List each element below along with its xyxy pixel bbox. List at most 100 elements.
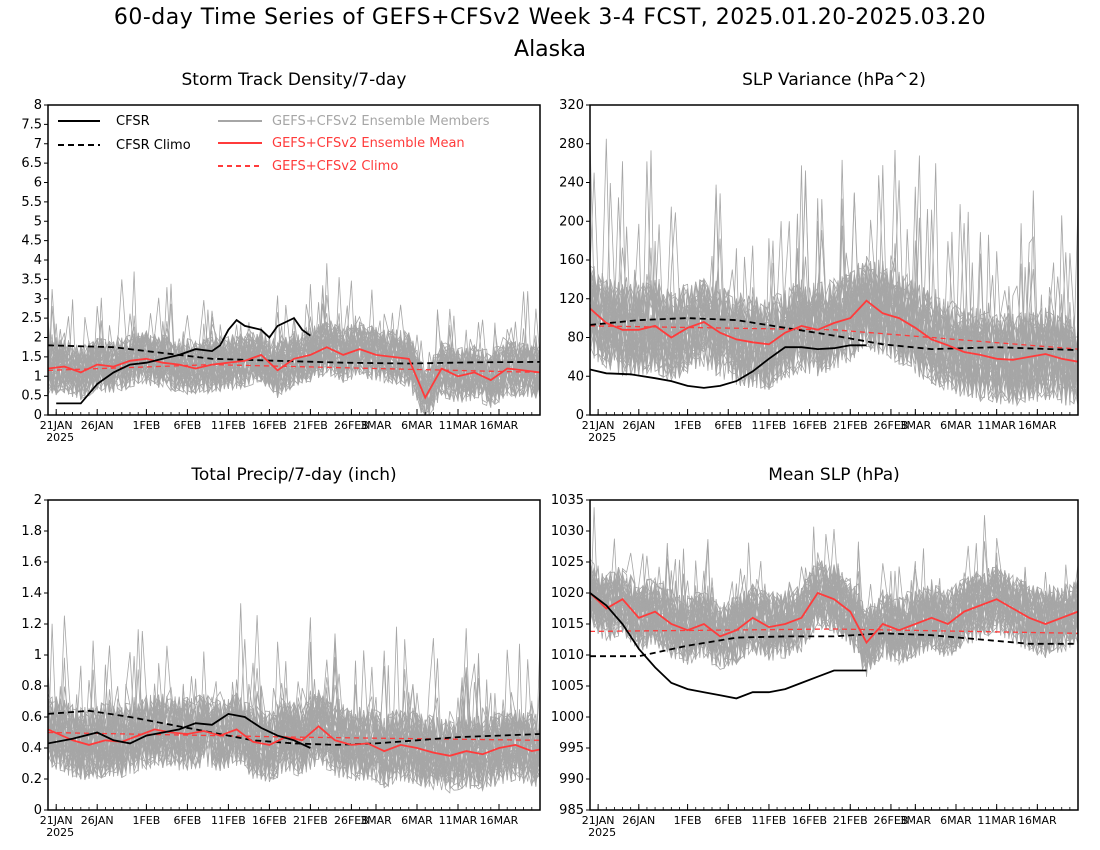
- cfsr-climo-line: [48, 709, 540, 746]
- y-tick-label: 80: [567, 331, 584, 346]
- plot-area: [590, 138, 1078, 407]
- y-tick-label: 2.5: [21, 311, 42, 326]
- member-line: [590, 206, 1078, 406]
- member-line: [48, 284, 540, 405]
- x-tick-label: 16MAR: [1018, 814, 1057, 827]
- x-tick-label: 6MAR: [940, 814, 972, 827]
- x-tick-label: 11MAR: [977, 814, 1016, 827]
- y-tick-label: 1.5: [21, 350, 42, 365]
- x-tick-label: 6MAR: [401, 814, 433, 827]
- plot-area: [48, 263, 540, 415]
- y-tick-label: 7: [34, 137, 42, 152]
- ensemble-mean-line: [590, 299, 1078, 363]
- y-tick-label: 1.4: [21, 586, 42, 601]
- ensemble-climo-line: [48, 731, 540, 741]
- y-tick-label: 6: [34, 176, 42, 191]
- page-title: 60-day Time Series of GEFS+CFSv2 Week 3-…: [113, 5, 987, 30]
- y-tick-label: 0.8: [21, 679, 42, 694]
- x-tick-label: 16FEB: [792, 814, 827, 827]
- y-tick-label: 1.2: [21, 617, 42, 632]
- x-tick-label: 11FEB: [752, 419, 787, 432]
- y-tick-label: 0: [34, 803, 42, 818]
- x-tick-year-label: 2025: [588, 826, 616, 839]
- x-tick-year-label: 2025: [588, 431, 616, 444]
- plot-area: [48, 603, 540, 794]
- cfsr-line: [48, 712, 311, 749]
- x-tick-label: 21FEB: [293, 419, 328, 432]
- member-line: [48, 630, 540, 791]
- y-tick-label: 0.5: [21, 389, 42, 404]
- x-tick-label: 16FEB: [252, 419, 287, 432]
- x-tick-label: 6FEB: [173, 814, 201, 827]
- chart-title: Storm Track Density/7-day: [182, 70, 407, 90]
- chart-title: Mean SLP (hPa): [768, 465, 900, 485]
- ensemble-members: [590, 507, 1078, 677]
- x-tick-label: 3MAR: [899, 814, 931, 827]
- x-tick-label: 21FEB: [833, 814, 868, 827]
- x-tick-year-label: 2025: [46, 826, 74, 839]
- ensemble-mean-line: [48, 346, 540, 400]
- x-tick-label: 21FEB: [293, 814, 328, 827]
- member-line: [48, 628, 540, 785]
- x-tick-label: 1FEB: [132, 419, 160, 432]
- x-tick-label: 26JAN: [81, 814, 114, 827]
- x-tick-label: 16FEB: [792, 419, 827, 432]
- x-tick-label: 11MAR: [439, 419, 478, 432]
- x-tick-label: 3MAR: [360, 814, 392, 827]
- y-tick-label: 3.5: [21, 272, 42, 287]
- x-tick-label: 16MAR: [1018, 419, 1057, 432]
- y-tick-label: 200: [559, 214, 584, 229]
- x-tick-label: 21JAN: [40, 419, 73, 432]
- x-tick-label: 26JAN: [622, 419, 655, 432]
- ensemble-mean-line: [48, 725, 540, 757]
- ensemble-members: [48, 603, 540, 794]
- x-tick-label: 1FEB: [674, 814, 702, 827]
- y-tick-label: 1015: [551, 617, 584, 632]
- member-line: [590, 163, 1078, 395]
- x-tick-label: 3MAR: [899, 419, 931, 432]
- y-tick-label: 995: [559, 741, 584, 756]
- legend-members-label: GEFS+CFSv2 Ensemble Members: [272, 114, 490, 129]
- x-tick-label: 16MAR: [480, 419, 519, 432]
- member-line: [590, 257, 1078, 405]
- member-line: [48, 291, 540, 415]
- y-tick-label: 1030: [551, 524, 584, 539]
- y-tick-label: 2: [34, 493, 42, 508]
- chart-panel-4: Mean SLP (hPa) 985 990 995 1000 1005 1010 1015 1…: [551, 465, 1079, 839]
- y-tick-label: 2: [34, 331, 42, 346]
- y-tick-label: 1.6: [21, 555, 42, 570]
- y-tick-label: 5: [34, 214, 42, 229]
- cfsr-line: [56, 316, 311, 405]
- ensemble-climo-line: [48, 363, 540, 374]
- y-tick-label: 1.8: [21, 524, 42, 539]
- x-tick-label: 1FEB: [132, 814, 160, 827]
- x-tick-label: 21JAN: [582, 419, 615, 432]
- legend-cfsr-climo-label: CFSR Climo: [116, 138, 191, 153]
- member-line: [590, 543, 1078, 669]
- y-tick-label: 0.2: [21, 772, 42, 787]
- x-tick-year-label: 2025: [46, 431, 74, 444]
- y-tick-label: 6.5: [21, 156, 42, 171]
- member-line: [590, 571, 1078, 665]
- x-tick-label: 6MAR: [940, 419, 972, 432]
- y-tick-label: 4.5: [21, 234, 42, 249]
- legend-ensemble-climo-label: GEFS+CFSv2 Climo: [272, 159, 398, 174]
- y-tick-label: 240: [559, 176, 584, 191]
- chart-panel-1: Storm Track Density/7-day 0 0.5 1 1.5 2 2.5 3 3.…: [21, 70, 541, 444]
- x-tick-label: 21JAN: [40, 814, 73, 827]
- legend: CFSR CFSR Climo GEFS+CFSv2 Ensemble Member…: [58, 114, 490, 174]
- x-tick-label: 26FEB: [334, 814, 369, 827]
- x-tick-label: 6FEB: [173, 419, 201, 432]
- cfsr-line: [590, 592, 867, 700]
- ensemble-members: [590, 138, 1078, 407]
- cfsr-climo-line: [590, 317, 1078, 351]
- member-line: [48, 650, 540, 787]
- y-tick-label: 8: [34, 98, 42, 113]
- member-line: [48, 313, 540, 399]
- ensemble-climo-line: [590, 325, 1078, 350]
- member-line: [590, 150, 1078, 402]
- x-tick-label: 11FEB: [752, 814, 787, 827]
- y-tick-label: 5.5: [21, 195, 42, 210]
- y-tick-label: 0.4: [21, 741, 42, 756]
